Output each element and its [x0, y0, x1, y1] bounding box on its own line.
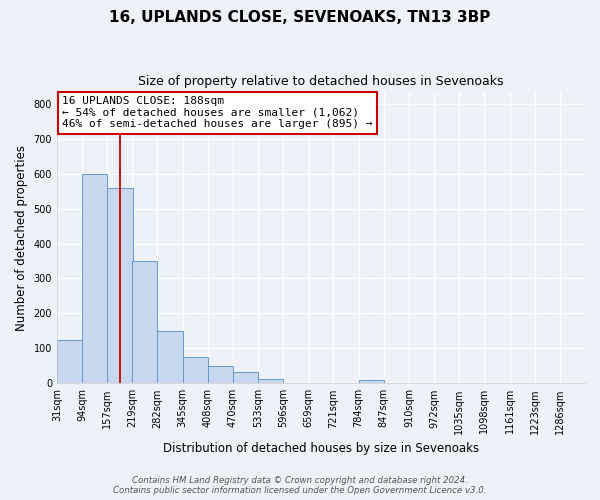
X-axis label: Distribution of detached houses by size in Sevenoaks: Distribution of detached houses by size …	[163, 442, 479, 455]
Bar	[359, 380, 384, 384]
Bar	[132, 261, 157, 384]
Bar	[107, 188, 133, 384]
Bar	[183, 357, 208, 384]
Bar	[82, 174, 107, 384]
Y-axis label: Number of detached properties: Number of detached properties	[15, 146, 28, 332]
Text: 16 UPLANDS CLOSE: 188sqm
← 54% of detached houses are smaller (1,062)
46% of sem: 16 UPLANDS CLOSE: 188sqm ← 54% of detach…	[62, 96, 373, 130]
Bar	[57, 340, 82, 384]
Title: Size of property relative to detached houses in Sevenoaks: Size of property relative to detached ho…	[138, 75, 504, 88]
Text: 16, UPLANDS CLOSE, SEVENOAKS, TN13 3BP: 16, UPLANDS CLOSE, SEVENOAKS, TN13 3BP	[109, 10, 491, 25]
Bar	[157, 331, 183, 384]
Bar	[258, 379, 283, 384]
Bar	[208, 366, 233, 384]
Bar	[233, 372, 258, 384]
Text: Contains HM Land Registry data © Crown copyright and database right 2024.
Contai: Contains HM Land Registry data © Crown c…	[113, 476, 487, 495]
